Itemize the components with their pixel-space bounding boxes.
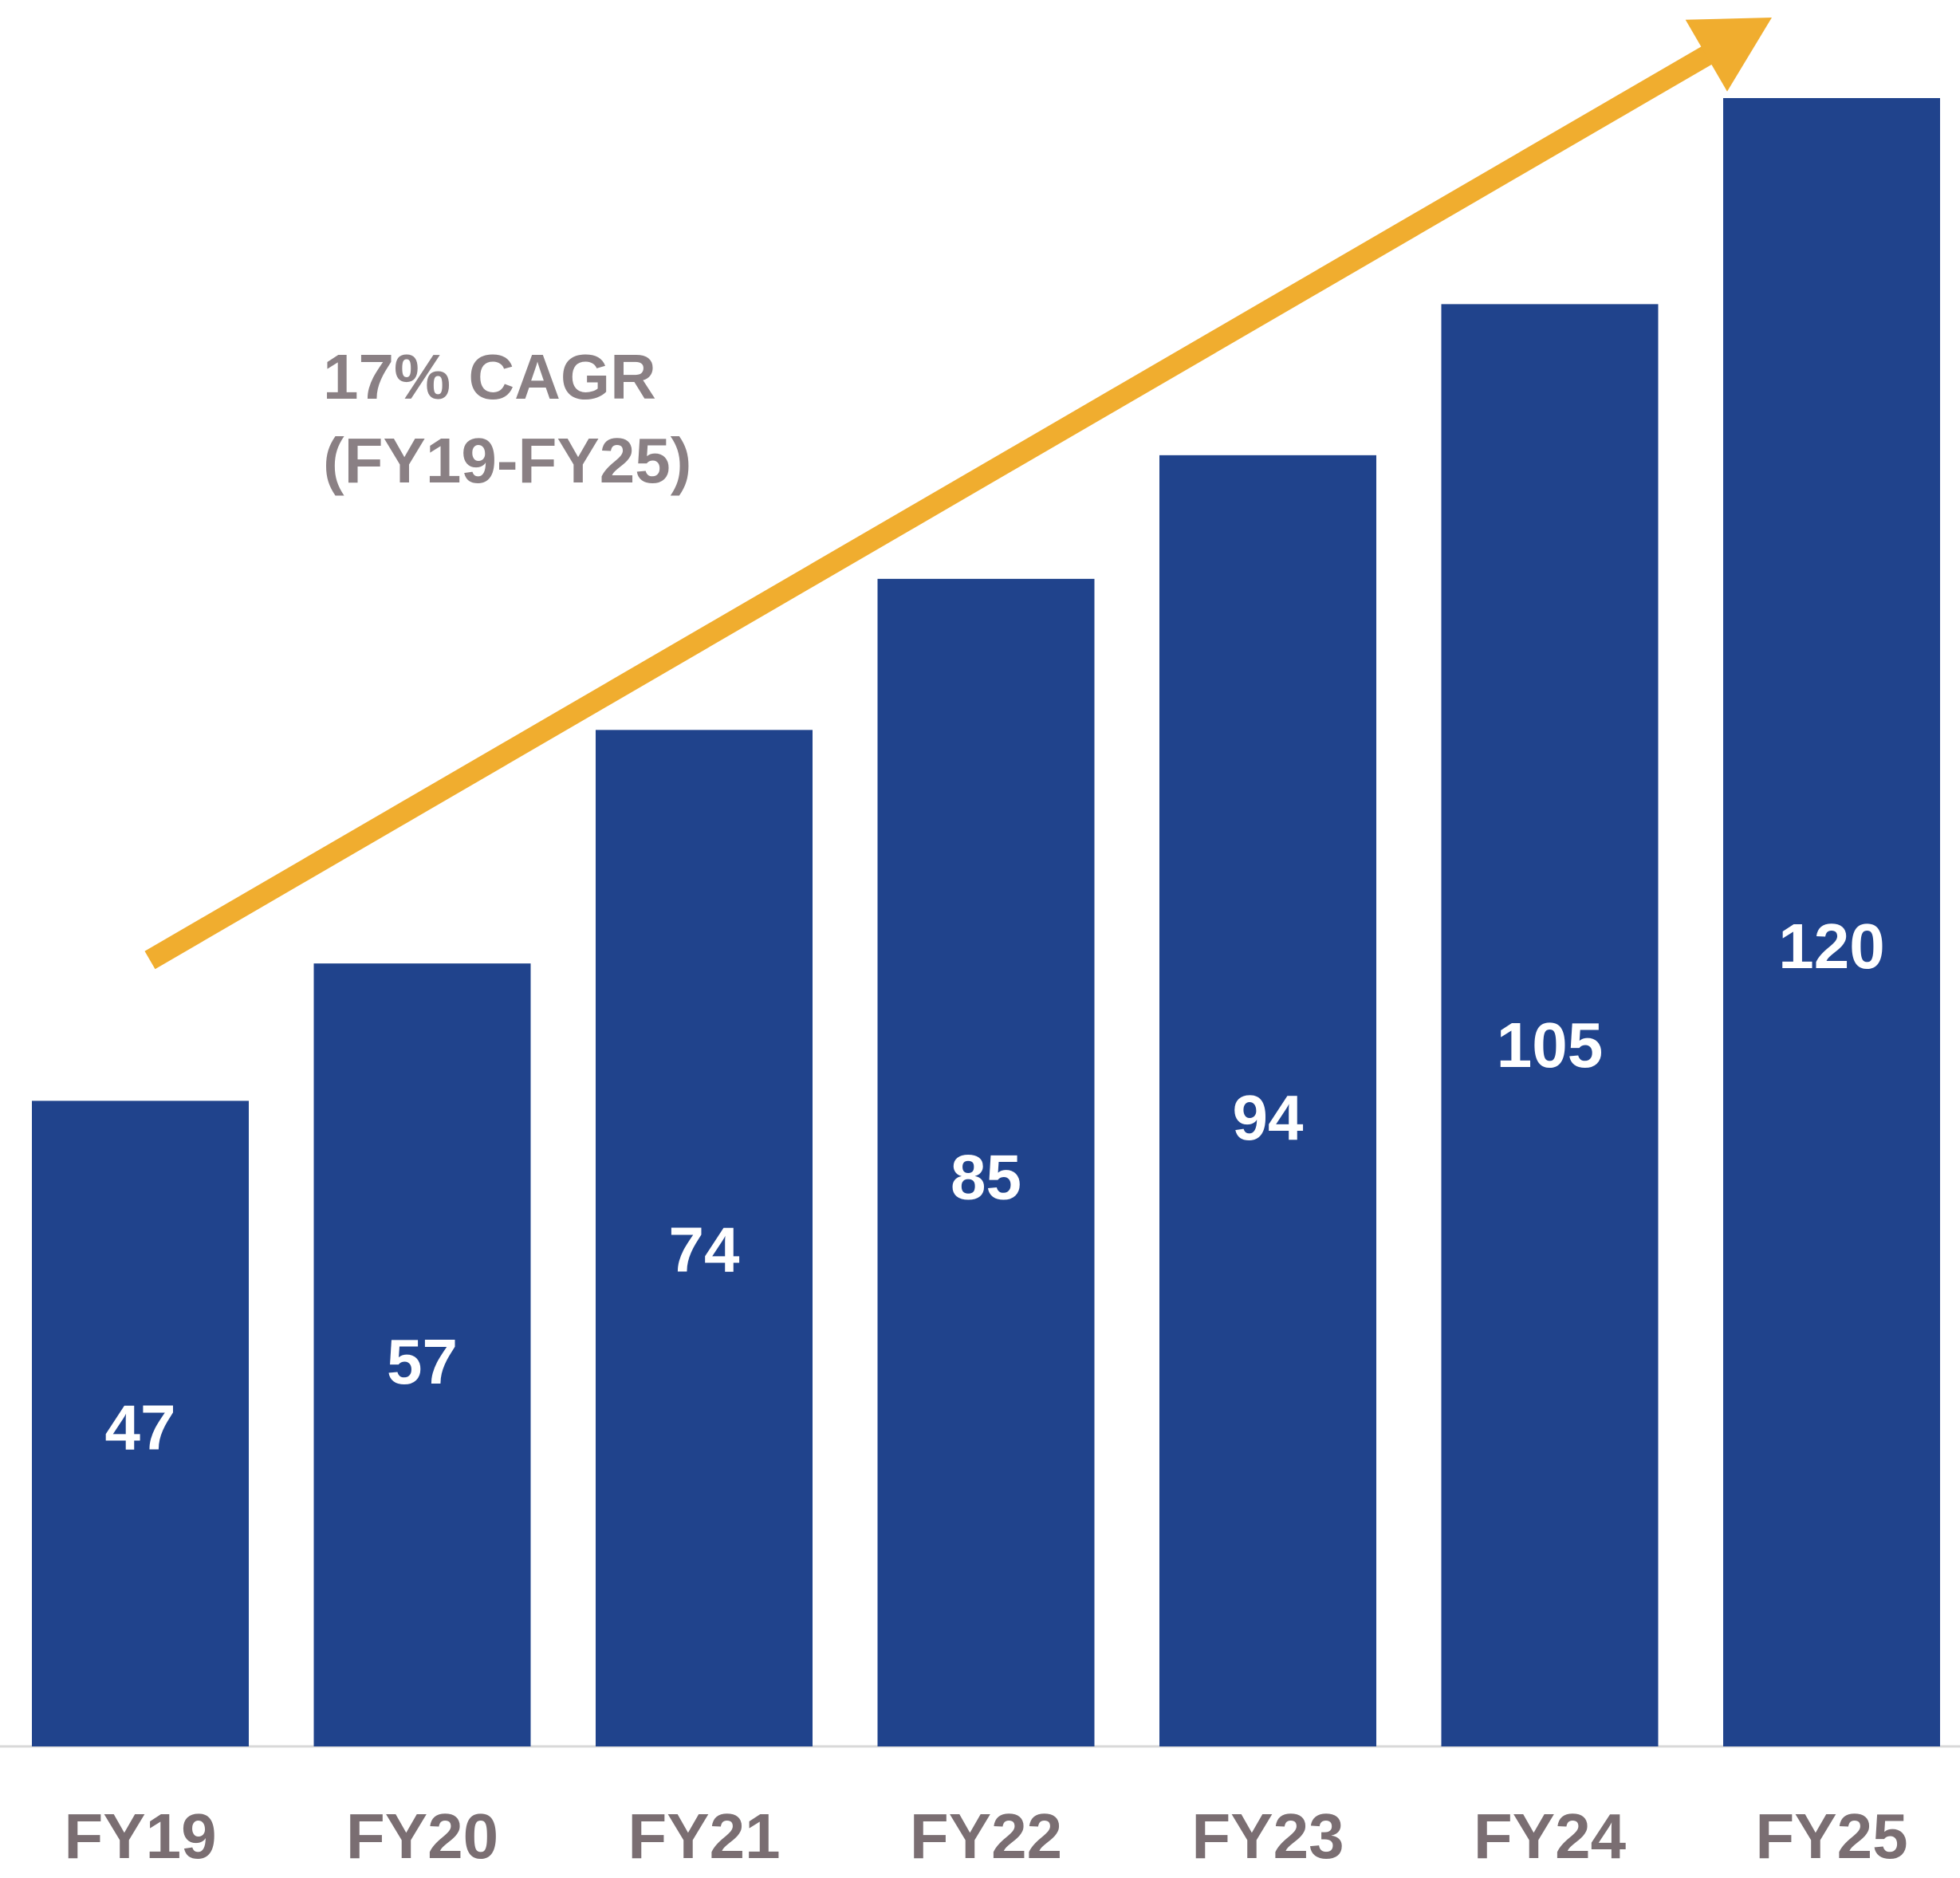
bar-fy25	[1723, 98, 1940, 1746]
category-label-fy25: FY25	[1755, 1801, 1907, 1872]
value-label-fy22: 85	[950, 1141, 1021, 1212]
bar-fy24	[1441, 304, 1659, 1746]
category-label-fy19: FY19	[64, 1801, 216, 1872]
category-label-fy24: FY24	[1474, 1801, 1627, 1872]
value-label-fy25: 120	[1778, 911, 1884, 982]
value-labels-group: 47 57 74 85 94 105 120	[105, 911, 1885, 1463]
trend-arrow-head	[1685, 18, 1772, 92]
category-label-fy21: FY21	[628, 1801, 780, 1872]
category-label-fy22: FY22	[910, 1801, 1062, 1872]
bars-group	[32, 98, 1940, 1746]
bar-fy19	[32, 1100, 249, 1746]
trend-arrow	[144, 18, 1772, 970]
value-label-fy20: 57	[387, 1326, 458, 1397]
bar-fy22	[877, 578, 1095, 1746]
category-label-fy23: FY23	[1191, 1801, 1344, 1872]
cagr-annotation-line2: (FY19-FY25)	[323, 425, 691, 496]
bar-fy20	[313, 963, 531, 1746]
cagr-annotation-line1: 17% CAGR	[323, 341, 656, 412]
value-label-fy21: 74	[669, 1214, 740, 1285]
bar-fy23	[1159, 455, 1376, 1746]
category-label-fy20: FY20	[346, 1801, 498, 1872]
bar-fy21	[596, 730, 813, 1746]
trend-arrow-line	[144, 42, 1719, 970]
value-label-fy19: 47	[105, 1392, 176, 1463]
value-label-fy24: 105	[1497, 1010, 1603, 1081]
value-label-fy23: 94	[1233, 1082, 1304, 1153]
category-labels-group: FY19 FY20 FY21 FY22 FY23 FY24 FY25	[64, 1801, 1907, 1872]
